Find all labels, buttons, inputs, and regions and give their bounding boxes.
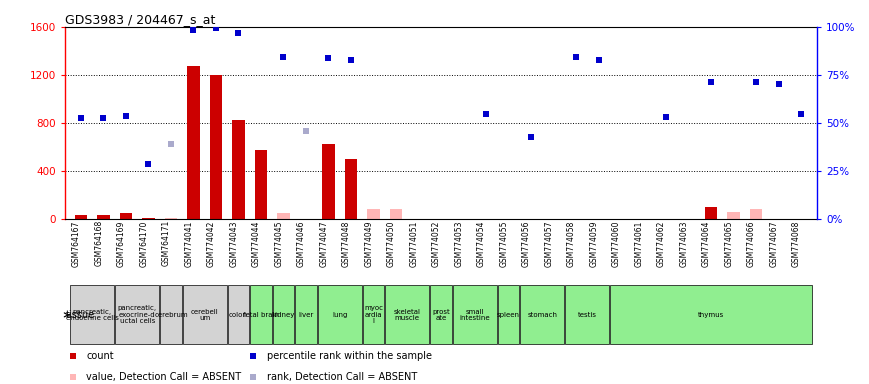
Text: pancreatic,
exocrine-d
uctal cells: pancreatic, exocrine-d uctal cells	[117, 305, 156, 324]
Bar	[322, 144, 335, 219]
Text: GSM764167: GSM764167	[72, 220, 81, 266]
Bar	[182, 285, 227, 344]
Text: GSM774063: GSM774063	[680, 220, 688, 266]
Text: stomach: stomach	[527, 312, 557, 318]
Bar	[165, 218, 177, 219]
Bar	[255, 151, 267, 219]
Bar	[498, 285, 520, 344]
Text: count: count	[86, 351, 114, 361]
Text: colon: colon	[229, 312, 248, 318]
Text: GSM774054: GSM774054	[477, 220, 486, 266]
Text: cerebrum: cerebrum	[154, 312, 188, 318]
Text: GSM774067: GSM774067	[770, 220, 779, 266]
Text: myoc
ardia
l: myoc ardia l	[364, 305, 383, 324]
Bar	[273, 285, 295, 344]
Text: GSM774041: GSM774041	[184, 220, 194, 266]
Text: tissue: tissue	[65, 310, 95, 320]
Bar	[120, 214, 132, 219]
Text: spleen: spleen	[497, 312, 520, 318]
Bar	[70, 285, 114, 344]
Bar	[368, 209, 380, 219]
Bar	[727, 212, 740, 219]
Text: GSM774052: GSM774052	[432, 220, 441, 266]
Text: GSM774055: GSM774055	[500, 220, 508, 266]
Text: GSM764171: GSM764171	[162, 220, 171, 266]
Text: percentile rank within the sample: percentile rank within the sample	[267, 351, 432, 361]
Bar	[521, 285, 564, 344]
Text: testis: testis	[578, 312, 597, 318]
Bar	[610, 285, 812, 344]
Text: fetal brain: fetal brain	[243, 312, 279, 318]
Text: GSM764168: GSM764168	[95, 220, 103, 266]
Text: GSM774061: GSM774061	[634, 220, 644, 266]
Text: GSM774058: GSM774058	[567, 220, 576, 266]
Text: GSM774066: GSM774066	[747, 220, 756, 266]
Text: GSM774047: GSM774047	[320, 220, 328, 266]
Text: GSM774065: GSM774065	[725, 220, 733, 266]
Bar	[565, 285, 609, 344]
Bar	[705, 207, 717, 219]
Bar	[209, 75, 222, 219]
Text: cerebell
um: cerebell um	[191, 309, 219, 321]
Bar	[97, 215, 109, 219]
Bar	[232, 121, 245, 219]
Bar	[143, 218, 155, 219]
Text: GSM774045: GSM774045	[275, 220, 283, 266]
Text: GSM774056: GSM774056	[522, 220, 531, 266]
Bar	[430, 285, 452, 344]
Bar	[385, 285, 429, 344]
Bar	[75, 215, 87, 219]
Text: thymus: thymus	[698, 312, 724, 318]
Text: GSM774051: GSM774051	[409, 220, 419, 266]
Bar	[318, 285, 362, 344]
Bar	[187, 66, 200, 219]
Bar	[453, 285, 497, 344]
Text: lung: lung	[332, 312, 348, 318]
Text: GSM774053: GSM774053	[454, 220, 463, 266]
Text: GSM774050: GSM774050	[387, 220, 396, 266]
Text: GSM764169: GSM764169	[117, 220, 126, 266]
Text: GSM774068: GSM774068	[793, 220, 801, 266]
Text: GSM774049: GSM774049	[364, 220, 374, 266]
Text: GSM774064: GSM774064	[702, 220, 711, 266]
Text: rank, Detection Call = ABSENT: rank, Detection Call = ABSENT	[267, 372, 417, 382]
Text: GSM774060: GSM774060	[612, 220, 621, 266]
Bar	[362, 285, 384, 344]
Text: GSM774059: GSM774059	[589, 220, 599, 266]
Text: GDS3983 / 204467_s_at: GDS3983 / 204467_s_at	[65, 13, 216, 26]
Text: GSM774057: GSM774057	[545, 220, 554, 266]
Bar	[345, 159, 357, 219]
Bar	[228, 285, 249, 344]
Text: pancreatic,
endocrine cells: pancreatic, endocrine cells	[66, 309, 119, 321]
Text: liver: liver	[298, 312, 314, 318]
Text: skeletal
muscle: skeletal muscle	[394, 309, 421, 321]
Bar	[750, 209, 762, 219]
Bar	[295, 285, 317, 344]
Bar	[115, 285, 159, 344]
Bar	[160, 285, 182, 344]
Text: value, Detection Call = ABSENT: value, Detection Call = ABSENT	[86, 372, 242, 382]
Text: GSM774062: GSM774062	[657, 220, 666, 266]
Text: GSM774046: GSM774046	[297, 220, 306, 266]
Text: GSM774043: GSM774043	[229, 220, 238, 266]
Text: small
intestine: small intestine	[460, 309, 490, 321]
Bar	[277, 213, 289, 219]
Bar	[390, 209, 402, 219]
Text: kidney: kidney	[272, 312, 295, 318]
Text: GSM774042: GSM774042	[207, 220, 216, 266]
Text: GSM774044: GSM774044	[252, 220, 261, 266]
Bar	[250, 285, 272, 344]
Text: GSM774048: GSM774048	[342, 220, 351, 266]
Text: prost
ate: prost ate	[432, 309, 450, 321]
Text: GSM764170: GSM764170	[139, 220, 149, 266]
